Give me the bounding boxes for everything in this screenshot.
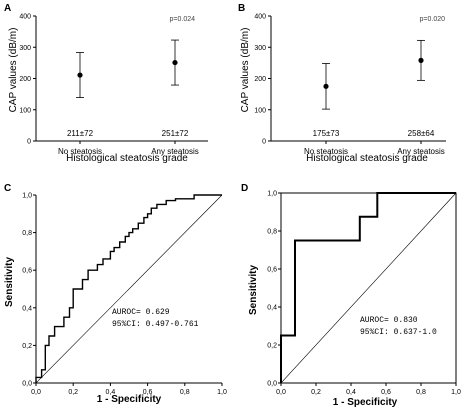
panel-a-ytick-label: 400 <box>19 14 31 21</box>
panel-c-ytick-label: 0,4 <box>22 305 32 312</box>
panel-d: D Sensitivity 0,00,20,40,60,81,0 0,0 0,2 0… <box>241 183 461 408</box>
panel-d-auroc: AUROC= 0.830 <box>360 316 418 325</box>
panel-c-ci: 95%CI: 0.497-0.761 <box>112 320 199 329</box>
panel-b-xlabel: Histological steatosis grade <box>306 153 428 164</box>
panel-b-value-label: 258±64 <box>408 129 435 138</box>
panel-b-value-label: 175±73 <box>313 129 340 138</box>
panel-b-ytick-label: 0 <box>262 139 266 146</box>
panel-c-ytick-label: 0,0 <box>22 381 32 388</box>
panel-b-mean-point <box>418 57 424 63</box>
panel-b-p-value: p=0.020 <box>420 16 446 23</box>
panel-c-yticks: 0,0 0,2 0,4 0,6 0,8 1,0 <box>22 193 32 388</box>
panel-c-xticks: 0,0 0,2 0,4 0,6 0,8 1,0 <box>31 389 227 396</box>
panel-a-ytick-label: 200 <box>19 76 31 83</box>
panel-b-ytick-label: 400 <box>254 14 266 21</box>
panel-d-xtick-label: 0,8 <box>416 389 426 396</box>
panel-d-marks <box>278 192 457 386</box>
panel-a-ytick-label: 100 <box>19 107 31 114</box>
panel-d-xtick-label: 1,0 <box>451 389 461 396</box>
panel-b-ytick-label: 300 <box>254 45 266 52</box>
panel-b-category-label: No steatosis <box>304 147 348 156</box>
panel-b-yticks: 0 100 200 300 400 <box>254 14 266 146</box>
panel-a-mean-point <box>77 72 83 78</box>
panel-a-yticks: 0 100 200 300 400 <box>19 14 31 146</box>
panel-a-marks: 211±72 251±72 <box>33 15 208 144</box>
panel-b-ylabel: CAP values (dB/m) <box>240 28 251 113</box>
panel-c-auroc: AUROC= 0.629 <box>112 308 170 317</box>
panel-c-roc-curve <box>35 194 222 383</box>
panel-a: A CAP values (dB/m) 0 100 200 300 400 No ste… <box>4 3 208 164</box>
panel-a-ytick-label: 300 <box>19 45 31 52</box>
panel-c-xlabel: 1 - Specificity <box>97 394 162 405</box>
panel-c-xtick-label: 0,6 <box>143 389 153 396</box>
panel-d-ytick-label: 1,0 <box>267 191 277 198</box>
panel-letter-c: C <box>4 183 11 194</box>
panel-d-xtick-label: 0,0 <box>276 389 286 396</box>
panel-a-category-label: No steatosis <box>58 147 102 156</box>
panel-c-ylabel: Sensitivity <box>4 257 15 307</box>
panel-b-category-label: Any steatosis <box>397 147 445 156</box>
panel-a-mean-point <box>172 59 178 66</box>
panel-c-ytick-label: 1,0 <box>22 193 32 200</box>
panel-letter-d: D <box>241 183 248 194</box>
panel-b: B CAP values (dB/m) 0 100 200 300 400 No ste… <box>238 3 446 164</box>
panel-d-roc-curve <box>280 192 456 383</box>
panel-c-reference-line <box>35 194 223 384</box>
panel-a-xlabel: Histological steatosis grade <box>66 153 188 164</box>
panel-a-category-label: Any steatosis <box>151 147 199 156</box>
panel-letter-a: A <box>4 3 11 14</box>
panel-d-xtick-label: 0,6 <box>381 389 391 396</box>
panel-b-ytick-label: 200 <box>254 76 266 83</box>
panel-c: C Sensitivity 0,00,20,40,60,81,0 0,0 0,2 0… <box>4 183 227 405</box>
panel-d-xtick-label: 0,4 <box>346 389 356 396</box>
panel-c-xtick-label: 0,2 <box>68 389 78 396</box>
panel-a-p-value: p=0.024 <box>170 16 196 23</box>
panel-d-ytick-label: 0,4 <box>267 305 277 312</box>
panel-a-categories: No steatosis Any steatosis <box>58 147 199 156</box>
panel-a-value-label: 211±72 <box>67 129 94 138</box>
panel-d-xlabel: 1 - Specificity <box>333 397 398 408</box>
panel-d-yticks: 0,0 0,2 0,4 0,6 0,8 1,0 <box>267 191 277 388</box>
panel-a-ytick-label: 0 <box>27 139 31 146</box>
panel-d-xticks: 0,0 0,2 0,4 0,6 0,8 1,0 <box>276 389 461 396</box>
panel-c-ytick-label: 0,6 <box>22 268 32 275</box>
panel-b-categories: No steatosis Any steatosis <box>304 147 445 156</box>
panel-d-ytick-label: 0,2 <box>267 343 277 350</box>
panel-d-ytick-label: 0,8 <box>267 229 277 236</box>
panel-c-ytick-label: 0,8 <box>22 230 32 237</box>
panel-d-frame <box>280 192 457 384</box>
panel-d-reference-line <box>280 192 457 384</box>
panel-b-marks: 175±73 258±64 <box>268 15 446 144</box>
panel-d-ci: 95%CI: 0.637-1.0 <box>360 328 437 337</box>
panel-letter-b: B <box>238 3 245 14</box>
panel-d-ylabel: Sensitivity <box>248 265 259 315</box>
panel-c-xtick-label: 1,0 <box>217 389 227 396</box>
panel-c-ytick-label: 0,2 <box>22 343 32 350</box>
panel-c-xtick-label: 0,0 <box>31 389 41 396</box>
panel-a-ylabel: CAP values (dB/m) <box>8 28 19 113</box>
panel-c-xtick-label: 0,4 <box>106 389 116 396</box>
panel-b-ytick-label: 100 <box>254 107 266 114</box>
panel-d-ytick-label: 0,0 <box>267 381 277 388</box>
panel-d-xtick-label: 0,2 <box>311 389 321 396</box>
panel-d-ytick-label: 0,6 <box>267 267 277 274</box>
panel-c-marks <box>33 194 223 386</box>
panel-c-xtick-label: 0,8 <box>180 389 190 396</box>
panel-a-value-label: 251±72 <box>162 129 189 138</box>
panel-b-mean-point <box>323 83 329 89</box>
